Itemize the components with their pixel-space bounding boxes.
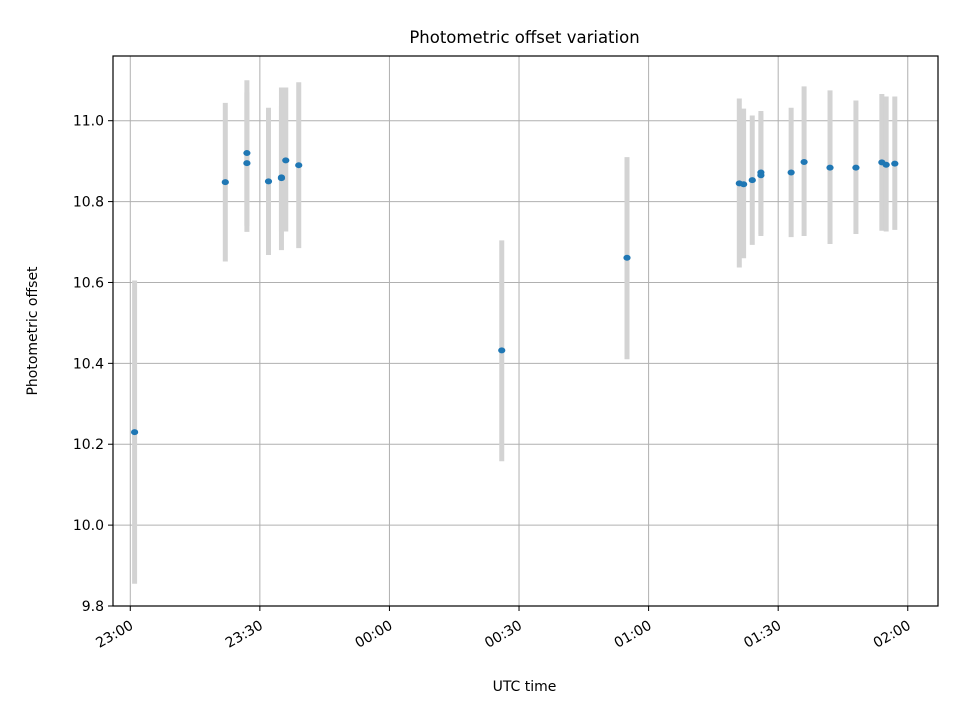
y-axis-ticks: 9.8 10.0 10.2 10.4 10.6 10.8 11.0 — [73, 114, 113, 615]
data-point — [891, 160, 899, 167]
data-point — [243, 150, 251, 157]
data-point — [498, 347, 506, 354]
y-tick-label: 11.0 — [73, 114, 104, 130]
data-point — [826, 164, 834, 171]
x-tick-label: 23:00 — [93, 618, 136, 652]
data-point — [740, 181, 748, 188]
data-point — [748, 177, 756, 184]
data-point — [277, 174, 286, 181]
x-tick-label: 01:00 — [612, 618, 655, 652]
y-tick-label: 10.0 — [73, 518, 104, 534]
data-point — [295, 162, 303, 169]
y-tick-label: 10.8 — [73, 195, 104, 211]
error-bars — [132, 80, 898, 584]
data-point — [243, 160, 251, 167]
x-tick-label: 00:30 — [482, 618, 525, 652]
x-tick-label: 01:30 — [741, 618, 784, 652]
x-tick-label: 23:30 — [223, 618, 266, 652]
data-point — [852, 164, 860, 171]
x-tick-label: 00:00 — [352, 618, 395, 652]
data-point — [264, 178, 273, 185]
y-axis-label: Photometric offset — [25, 266, 41, 396]
data-point — [282, 157, 290, 164]
chart-title: Photometric offset variation — [409, 28, 639, 47]
data-point — [130, 429, 139, 436]
y-tick-label: 10.6 — [73, 275, 104, 291]
y-tick-label: 9.8 — [82, 599, 104, 615]
data-point — [787, 169, 795, 176]
grid-lines — [113, 56, 938, 607]
data-point — [757, 172, 765, 179]
data-point — [800, 158, 808, 165]
data-point — [623, 254, 631, 261]
x-tick-label: 02:00 — [871, 618, 914, 652]
data-point — [221, 179, 229, 186]
y-tick-label: 10.4 — [73, 356, 104, 372]
plot-frame — [112, 55, 939, 607]
data-points — [130, 150, 899, 436]
data-point — [882, 161, 890, 168]
x-axis-ticks: 23:00 23:30 00:00 00:30 01:00 01:30 02:00 — [93, 606, 914, 652]
x-axis-label: UTC time — [493, 679, 557, 695]
y-tick-label: 10.2 — [73, 437, 104, 453]
